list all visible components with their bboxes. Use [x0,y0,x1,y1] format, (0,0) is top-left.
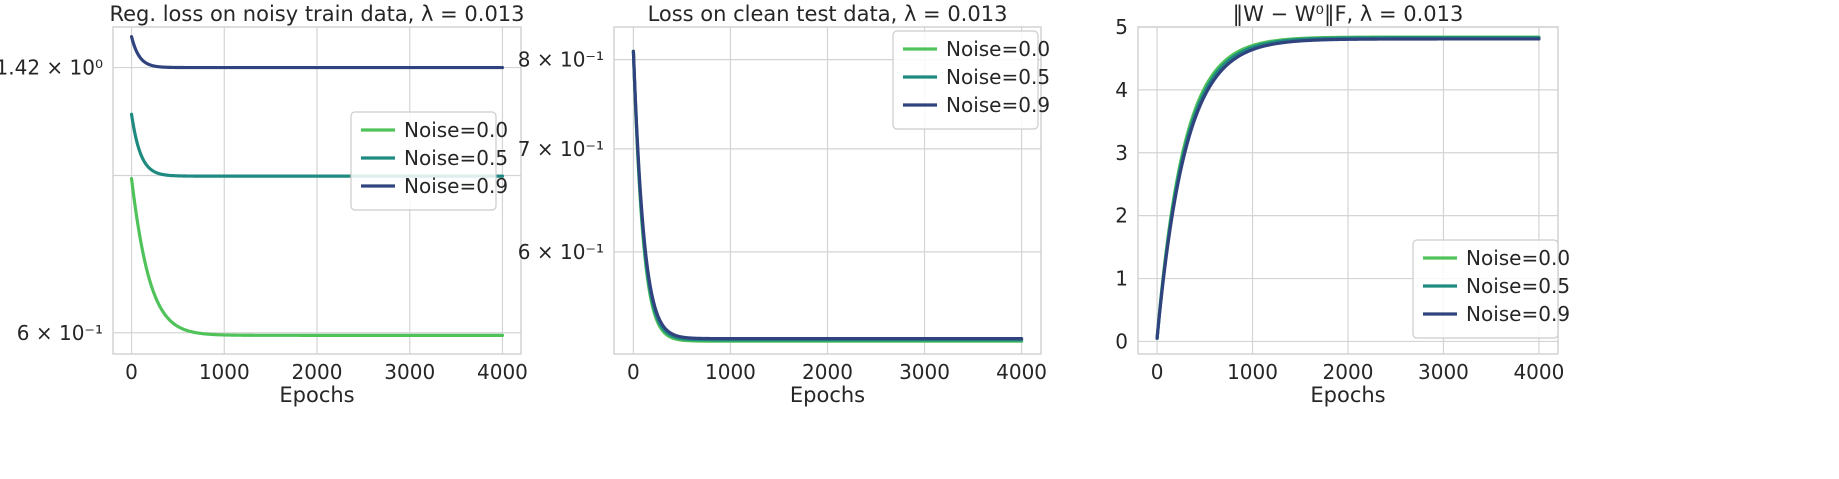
chart-title: ‖W − W⁰‖F, λ = 0.013 [1233,2,1464,27]
series-line-noise-0-9 [1155,37,1541,340]
x-axis-label: Epochs [279,383,354,407]
legend-label: Noise=0.0 [1466,246,1570,270]
x-tick-label: 2000 [292,360,343,384]
plot-frame [1137,26,1559,355]
legend-label: Noise=0.9 [1466,302,1570,326]
x-tick-label: 1000 [705,360,756,384]
x-tick-label: 1000 [1227,360,1278,384]
y-tick-label: 2 [1115,204,1128,228]
x-tick-label: 4000 [1513,360,1564,384]
legend-label: Noise=0.5 [946,65,1050,89]
chart-panel-1: 0 1000 2000 3000 4000 1.42 × 10⁰ 6 × 10⁻¹ Epoch… [0,2,528,407]
chart-title: Loss on clean test data, λ = 0.013 [648,2,1008,26]
y-tick-label: 4 [1115,78,1128,102]
y-tick-label: 8 × 10⁻¹ [518,48,604,72]
y-tick-label: 6 × 10⁻¹ [17,321,103,345]
plot-frame [112,26,522,355]
legend: Noise=0.0 Noise=0.5 Noise=0.9 [892,30,1050,130]
x-axis-label: Epochs [790,383,865,407]
legend-label: Noise=0.0 [404,118,508,142]
legend-label: Noise=0.5 [404,146,508,170]
legend-label: Noise=0.5 [1466,274,1570,298]
legend: Noise=0.0 Noise=0.5 Noise=0.9 [1412,239,1570,339]
y-tick-label: 1.42 × 10⁰ [0,56,103,80]
series-line-noise-0-9 [631,49,1024,341]
y-tick-label: 7 × 10⁻¹ [518,137,604,161]
chart-title: Reg. loss on noisy train data, λ = 0.013 [109,2,524,26]
x-tick-label: 2000 [1323,360,1374,384]
plot-frame [613,26,1042,355]
y-tick-label: 0 [1115,329,1128,353]
series-line-noise-0-9 [129,35,505,70]
series-line-noise-0-0 [129,177,505,337]
x-tick-label: 3000 [384,360,435,384]
legend-label: Noise=0.9 [946,93,1050,117]
y-tick-label: 5 [1115,15,1128,39]
legend: Noise=0.0 Noise=0.5 Noise=0.9 [350,111,508,211]
chart-panel-3: 0 1000 2000 3000 4000 0 1 2 3 4 5 Epochs ‖W − W⁰‖F, … [1115,2,1570,407]
x-tick-label: 1000 [199,360,250,384]
x-tick-label: 0 [125,360,138,384]
x-axis-label: Epochs [1310,383,1385,407]
y-tick-label: 3 [1115,141,1128,165]
y-tick-label: 1 [1115,267,1128,291]
x-tick-label: 2000 [802,360,853,384]
x-tick-label: 4000 [996,360,1047,384]
chart-panel-2: 0 1000 2000 3000 4000 8 × 10⁻¹ 7 × 10⁻¹ 6 × 10⁻… [518,2,1050,407]
y-tick-label: 6 × 10⁻¹ [518,240,604,264]
x-tick-label: 0 [1151,360,1164,384]
legend-label: Noise=0.9 [404,174,508,198]
legend-label: Noise=0.0 [946,37,1050,61]
x-tick-label: 4000 [477,360,528,384]
x-tick-label: 0 [627,360,640,384]
x-tick-label: 3000 [899,360,950,384]
x-tick-label: 3000 [1418,360,1469,384]
